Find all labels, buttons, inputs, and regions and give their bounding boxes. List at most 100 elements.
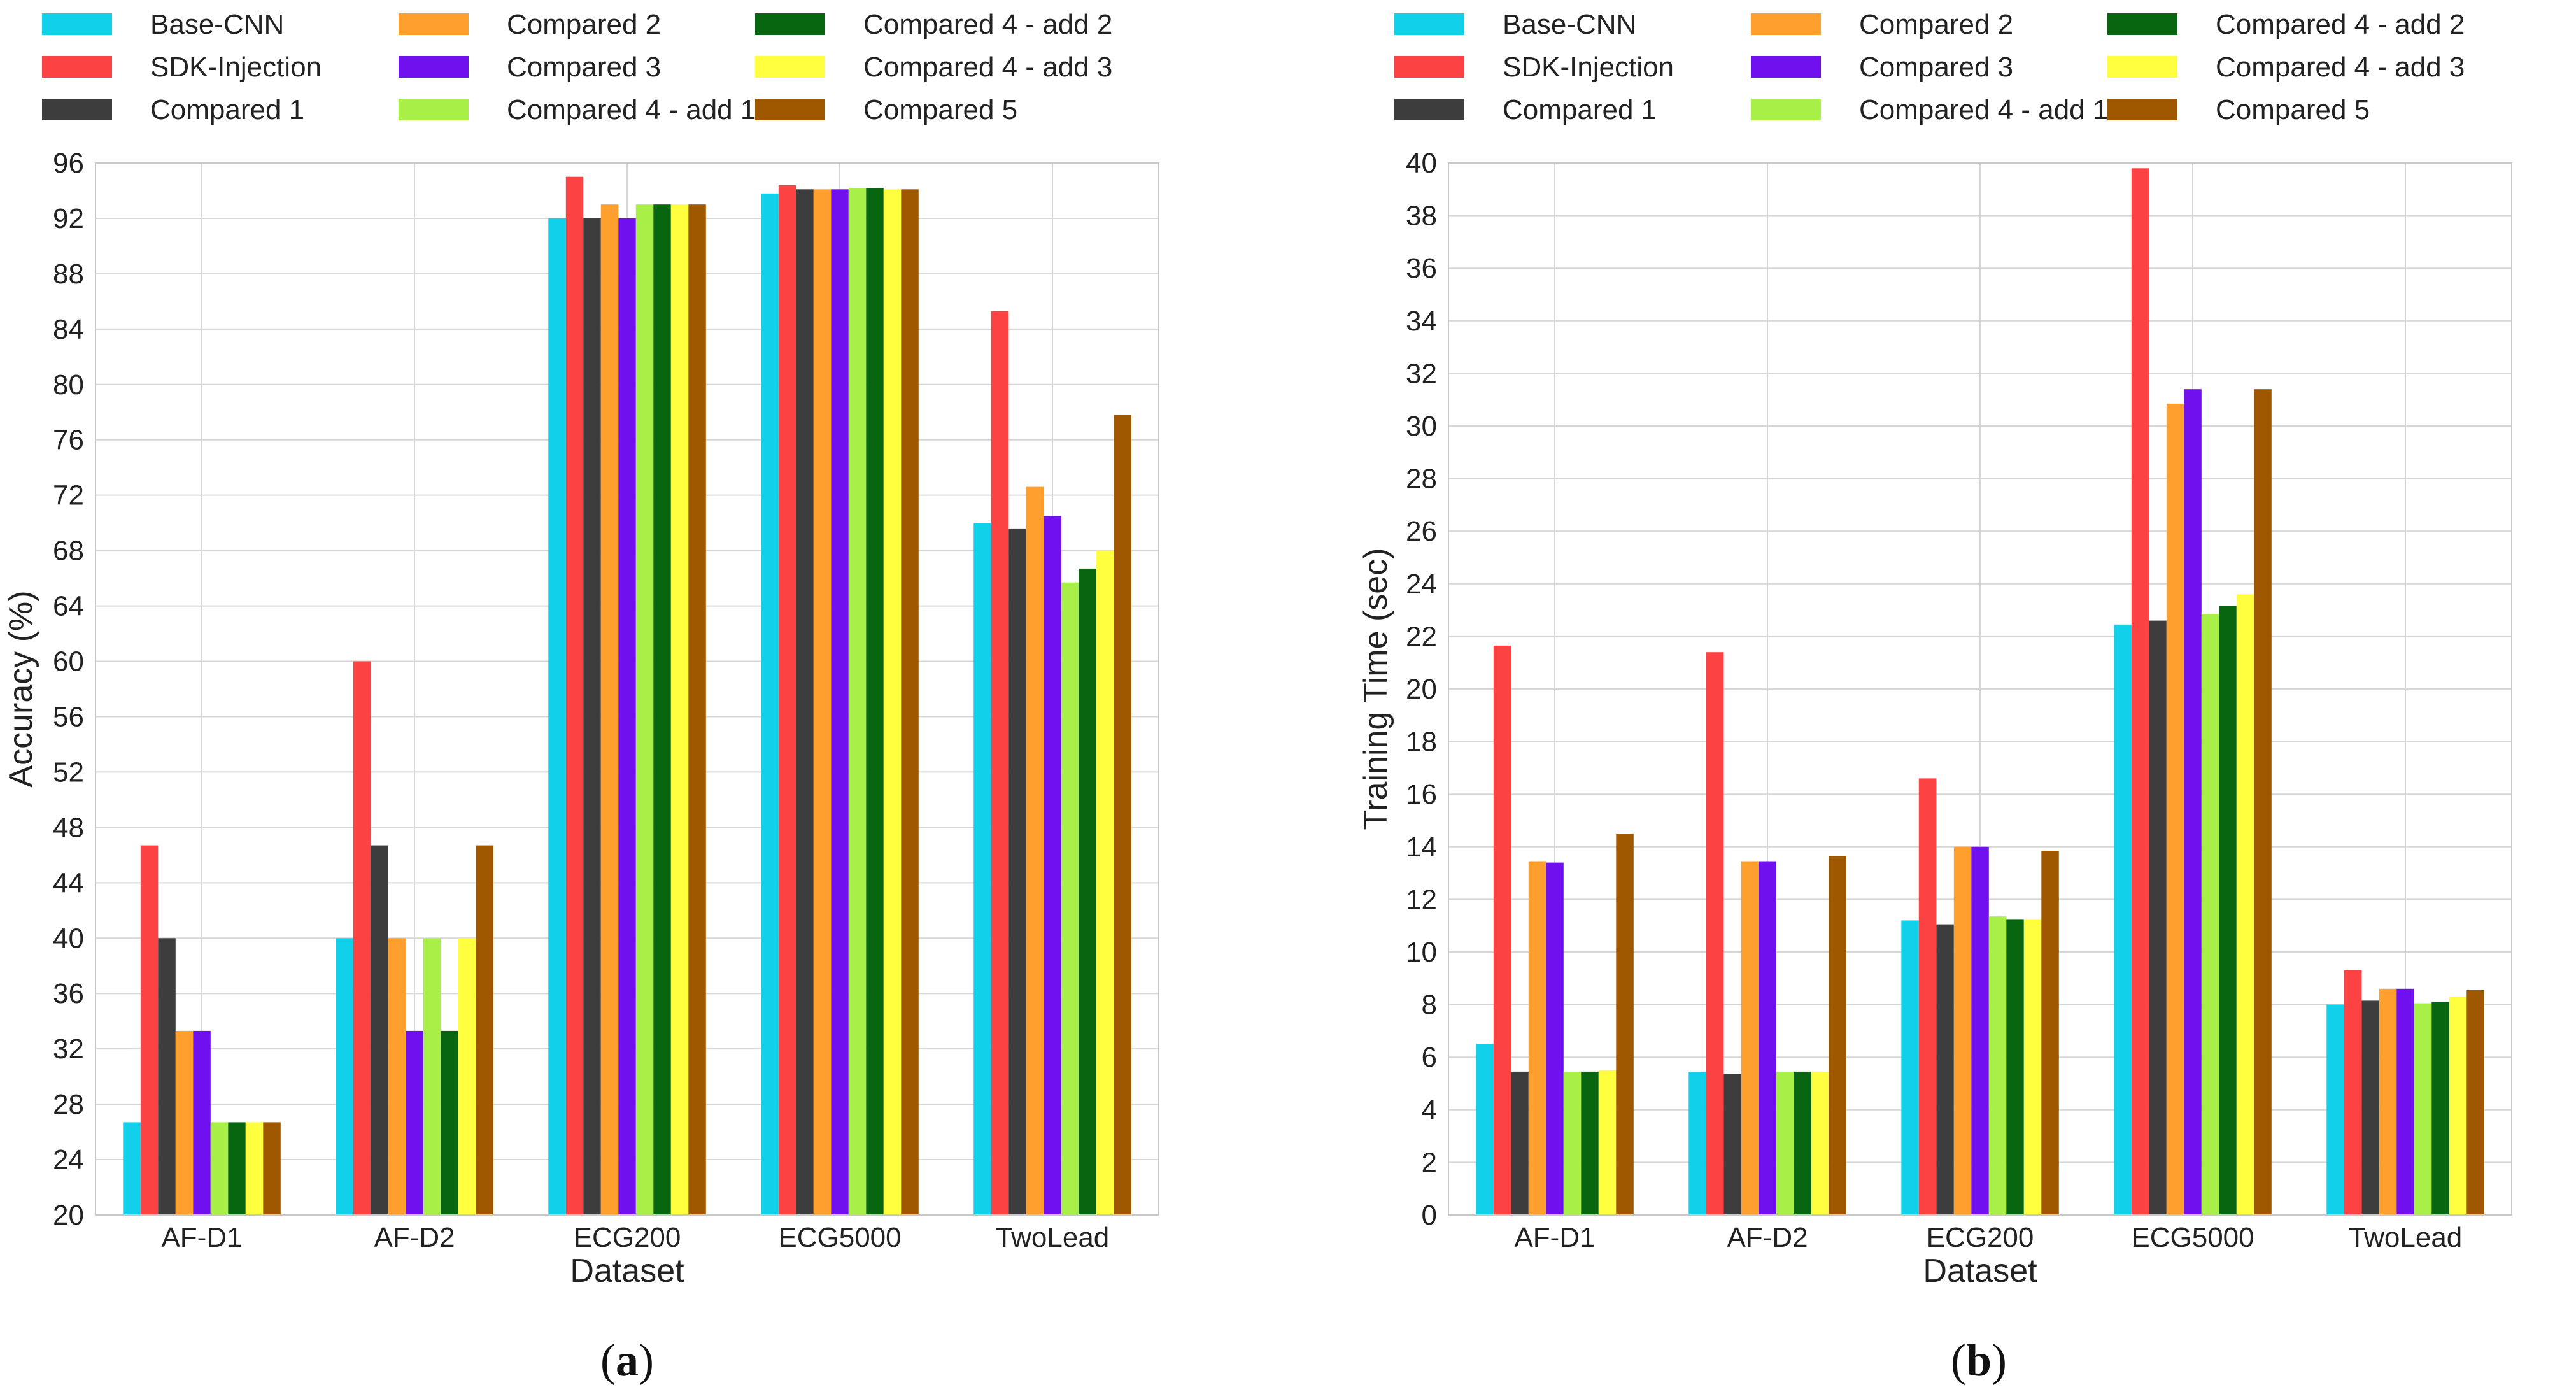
bar-base-cnn-af-d2 [1688,1071,1706,1215]
legend-swatch [42,13,112,35]
legend-swatch [755,56,825,78]
bar-compared-4-add-2-ecg200 [653,204,671,1216]
y-tick-label: 34 [1406,306,1437,337]
y-tick-label: 20 [1406,674,1437,705]
bar-compared-5-af-d2 [476,845,493,1215]
y-tick-label: 20 [53,1200,84,1231]
bar-compared-4-add-2-af-d1 [228,1122,246,1215]
bar-compared-4-add-3-ecg5000 [2236,594,2254,1215]
legend-label: Compared 1 [150,94,304,125]
bar-compared-5-ecg5000 [2254,389,2272,1216]
panel-label-open: ( [600,1335,616,1386]
x-tick-label: ECG200 [1927,1222,2034,1253]
bar-sdk-injection-af-d1 [1493,645,1511,1215]
bar-compared-4-add-3-ecg200 [670,204,689,1216]
x-tick-label: TwoLead [2349,1222,2463,1253]
legend-swatch [1751,56,1821,78]
bar-compared-1-af-d1 [158,938,176,1215]
bar-base-cnn-af-d1 [1476,1044,1494,1215]
bar-base-cnn-twolead [2326,1004,2344,1215]
bar-compared-4-add-3-twolead [2449,997,2467,1215]
bar-compared-3-af-d1 [193,1030,211,1215]
bar-sdk-injection-ecg5000 [2131,168,2149,1215]
y-tick-label: 48 [53,812,84,843]
y-tick-label: 16 [1406,779,1437,810]
bar-compared-5-twolead [2466,990,2484,1215]
legend-swatch [1394,56,1464,78]
bar-base-cnn-ecg5000 [761,193,779,1215]
y-tick-label: 4 [1422,1095,1437,1126]
bar-compared-5-ecg5000 [901,189,919,1215]
panel-label-close: ) [1992,1335,2007,1386]
bar-compared-4-add-1-af-d1 [1563,1071,1582,1215]
y-tick-label: 12 [1406,884,1437,915]
bar-sdk-injection-twolead [2344,970,2362,1215]
bar-base-cnn-ecg200 [548,218,566,1215]
bar-compared-4-add-3-ecg200 [2023,919,2042,1215]
bar-compared-1-twolead [2361,1000,2379,1215]
bar-compared-4-add-2-ecg5000 [866,188,884,1216]
bar-compared-3-ecg200 [1971,846,1989,1215]
y-tick-label: 24 [1406,569,1437,600]
bars [123,176,1131,1216]
bar-compared-2-af-d1 [1528,861,1546,1215]
y-tick-label: 36 [53,978,84,1009]
y-tick-label: 52 [53,756,84,788]
legend-swatch [1394,99,1464,120]
x-tick-label: ECG5000 [2131,1222,2254,1253]
bar-compared-1-twolead [1008,528,1026,1215]
bar-compared-4-add-1-ecg5000 [848,188,867,1216]
y-tick-label: 76 [53,425,84,456]
legend-label: Compared 4 - add 1 [507,94,756,125]
y-tick-label: 40 [53,923,84,954]
bar-compared-5-af-d2 [1829,856,1846,1215]
legend-swatch [1751,99,1821,120]
bar-compared-4-add-1-ecg200 [635,204,654,1216]
bar-compared-3-ecg200 [618,218,636,1215]
bar-sdk-injection-ecg200 [1918,778,1937,1215]
legend-label: Base-CNN [1503,9,1636,40]
panel-label: (a) [600,1335,654,1386]
x-tick-label: ECG5000 [778,1222,901,1253]
y-tick-label: 2 [1422,1147,1437,1178]
bar-compared-4-add-2-af-d2 [1794,1071,1811,1215]
legend-swatch [399,13,469,35]
plot-frame [1448,162,2512,1216]
y-tick-label: 40 [1406,148,1437,179]
bar-compared-4-add-2-ecg5000 [2219,606,2237,1215]
y-tick-label: 28 [53,1089,84,1120]
bar-base-cnn-af-d2 [336,938,353,1215]
y-tick-label: 6 [1422,1042,1437,1073]
legend-swatch [399,56,469,78]
bar-compared-4-add-3-af-d1 [1598,1070,1617,1215]
bar-compared-5-af-d1 [1616,834,1634,1215]
y-tick-label: 24 [53,1144,84,1175]
bar-compared-3-af-d2 [1759,861,1776,1215]
bar-compared-4-add-1-ecg5000 [2201,614,2219,1215]
bar-compared-4-add-2-af-d2 [441,1030,458,1215]
y-tick-label: 92 [53,203,84,234]
legend-swatch [42,56,112,78]
bar-compared-5-ecg200 [2041,851,2059,1215]
legend-label: Compared 3 [507,52,661,83]
bar-compared-1-ecg5000 [2149,620,2167,1215]
bar-sdk-injection-af-d2 [1706,652,1724,1215]
bar-compared-2-af-d1 [175,1030,194,1215]
bar-compared-4-add-3-ecg5000 [883,189,902,1215]
y-tick-label: 14 [1406,832,1437,863]
x-tick-label: TwoLead [996,1222,1110,1253]
legend-label: Compared 5 [863,94,1017,125]
legend: Base-CNN SDK-Injection Compared 1 Compared … [1394,9,2465,125]
bar-compared-4-add-3-af-d2 [458,938,476,1215]
bar-compared-1-af-d1 [1511,1071,1529,1215]
x-tick-label: AF-D2 [374,1222,455,1253]
bar-compared-1-af-d2 [371,845,388,1215]
legend-label: Compared 4 - add 3 [863,52,1112,83]
legend-swatch [42,99,112,120]
bar-compared-4-add-3-af-d2 [1811,1071,1829,1215]
legend-swatch [399,99,469,120]
bar-compared-4-add-1-af-d1 [210,1122,229,1215]
legend-label: Compared 4 - add 1 [1859,94,2108,125]
legend-swatch [1394,13,1464,35]
y-tick-label: 64 [53,591,84,622]
